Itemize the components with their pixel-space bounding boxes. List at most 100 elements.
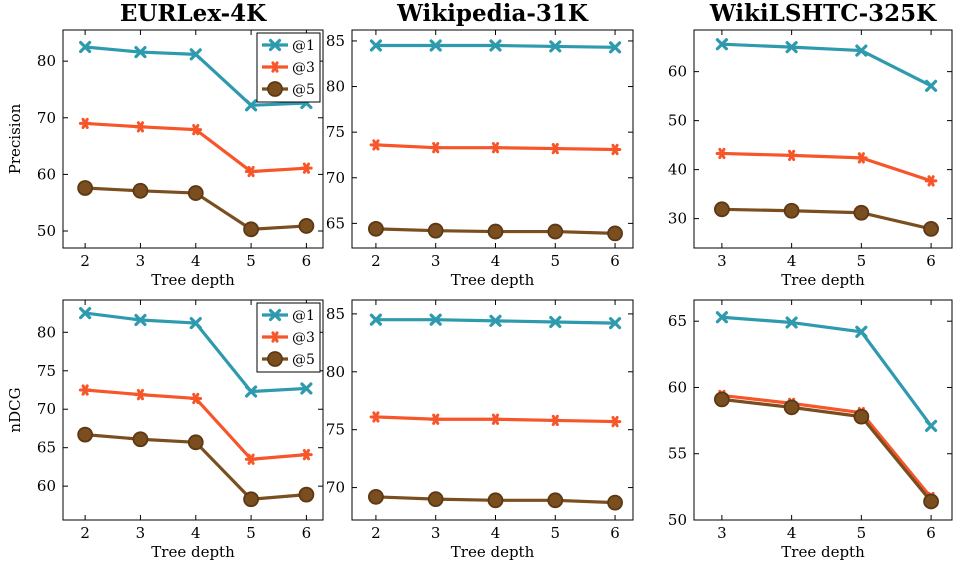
data-point-at3 [489, 142, 502, 154]
data-point-at1 [608, 41, 622, 54]
x-tick-label: 4 [787, 524, 797, 542]
data-point-at1 [79, 306, 92, 320]
data-point-at5 [243, 491, 259, 508]
x-tick-label: 2 [371, 252, 381, 270]
y-tick-label: 50 [37, 222, 56, 240]
data-point-at5 [783, 399, 800, 416]
data-point-at1 [924, 419, 938, 433]
panel-title: EURLex-4K [120, 0, 267, 27]
x-tick-label: 3 [717, 524, 727, 542]
x-tick-label: 5 [857, 252, 867, 270]
data-point-at5 [298, 218, 315, 234]
y-tick-label: 50 [668, 511, 687, 529]
series-line-at5 [721, 397, 933, 503]
data-point-at5 [487, 223, 504, 240]
data-point-at3 [785, 149, 798, 162]
y-tick-label: 80 [37, 323, 56, 341]
data-point-at5 [132, 182, 149, 199]
series-line-at1 [721, 42, 932, 88]
y-tick-label: 65 [668, 312, 687, 330]
y-tick-label: 60 [37, 165, 56, 183]
data-point-at1 [855, 44, 868, 57]
y-tick-label: 75 [326, 421, 345, 439]
data-point-at3 [244, 165, 258, 178]
x-tick-label: 4 [191, 252, 201, 270]
x-tick-label: 4 [787, 252, 797, 270]
x-tick-label: 3 [717, 252, 727, 270]
data-point-at1 [489, 314, 502, 327]
data-point-at1 [549, 40, 562, 53]
x-axis-label: Tree depth [781, 543, 865, 561]
y-tick-label: 80 [326, 363, 345, 381]
data-point-at3 [300, 448, 313, 461]
x-tick-label: 3 [431, 524, 441, 542]
data-point-at1 [855, 325, 868, 338]
y-tick-label: 85 [326, 305, 345, 323]
data-point-at3 [369, 411, 383, 423]
series-line-at3 [721, 393, 933, 499]
y-tick-label: 75 [37, 362, 56, 380]
data-point-at5 [783, 202, 800, 219]
axes-frame [62, 29, 324, 249]
data-point-at3 [134, 388, 147, 401]
legend-swatch-marker [268, 331, 282, 343]
data-point-at3 [548, 142, 562, 155]
data-point-at1 [134, 45, 147, 59]
x-tick-label: 3 [136, 252, 146, 270]
x-tick-label: 3 [431, 252, 441, 270]
x-tick-label: 6 [926, 252, 936, 270]
axes-frame [351, 29, 634, 249]
x-tick-label: 3 [136, 524, 146, 542]
data-point-at5 [187, 434, 204, 451]
y-axis-label: Precision [6, 103, 24, 174]
data-point-at3 [189, 124, 203, 136]
data-point-at1 [608, 317, 622, 330]
legend-label: @5 [292, 352, 315, 368]
data-point-at3 [369, 139, 383, 151]
series-line-at5 [721, 207, 932, 231]
data-point-at1 [79, 40, 92, 54]
legend-label: @1 [292, 308, 315, 324]
data-point-at5 [547, 223, 564, 240]
legend-swatch-marker [268, 61, 282, 73]
data-point-at3 [608, 415, 622, 428]
legend-swatch-marker [267, 81, 283, 97]
y-tick-label: 30 [668, 210, 687, 228]
data-point-at3 [548, 414, 562, 427]
y-tick-label: 60 [668, 378, 687, 396]
data-point-at1 [785, 41, 798, 54]
x-axis-label: Tree depth [151, 543, 235, 561]
legend: @1 @3 @5 [256, 302, 321, 373]
data-point-at1 [369, 39, 383, 52]
axes-frame [351, 299, 634, 521]
data-point-at3 [300, 162, 313, 174]
data-point-at1 [715, 38, 728, 51]
data-point-at1 [785, 316, 798, 329]
axes-frame [693, 299, 953, 521]
data-point-at3 [134, 121, 147, 133]
data-point-at3 [489, 413, 502, 425]
data-point-at5 [923, 493, 939, 510]
data-point-at1 [549, 315, 562, 329]
y-tick-label: 80 [37, 52, 56, 70]
y-tick-label: 75 [326, 123, 345, 141]
x-axis-label: Tree depth [151, 271, 235, 289]
x-tick-label: 6 [610, 252, 620, 270]
axes-frame [693, 29, 953, 249]
data-point-at3 [924, 175, 938, 187]
data-point-at1 [924, 79, 938, 92]
legend-label: @1 [292, 38, 315, 54]
x-tick-label: 6 [302, 524, 312, 542]
data-point-at5 [547, 492, 564, 509]
x-axis-label: Tree depth [451, 271, 535, 289]
series-line-at1 [721, 315, 933, 427]
data-point-at1 [244, 99, 258, 112]
data-point-at5 [487, 492, 504, 509]
data-point-at5 [243, 221, 259, 238]
data-point-at5 [853, 408, 870, 425]
data-point-at3 [715, 147, 729, 160]
data-point-at5 [298, 486, 315, 503]
x-tick-label: 2 [80, 252, 90, 270]
x-axis-label: Tree depth [451, 543, 535, 561]
panel-0-0: 2 3 4 5 6 50 60 70 80 EURLex-4K Tree depth Precisio… [6, 0, 324, 289]
